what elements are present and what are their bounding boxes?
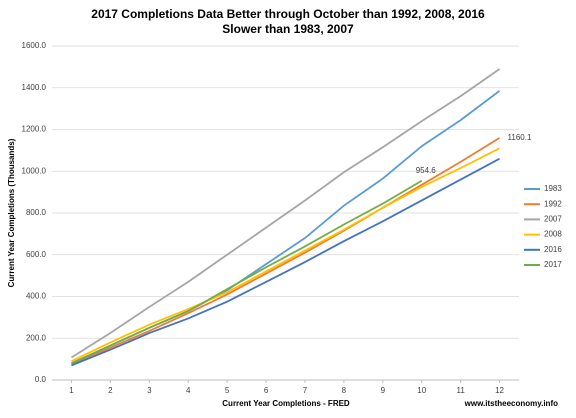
chart-title: 2017 Completions Data Better through Oct… [91,7,485,21]
x-tick-label: 12 [495,386,504,395]
y-tick-label: 800.0 [26,208,47,217]
x-tick-label: 8 [342,386,347,395]
series-line [71,137,501,366]
legend-label: 2008 [544,230,562,239]
x-tick-label: 10 [417,386,426,395]
x-tick-label: 4 [186,386,191,395]
legend-label: 2017 [544,260,562,269]
x-tick-label: 9 [381,386,386,395]
y-tick-label: 1400.0 [22,83,47,92]
series-line [71,147,500,363]
x-tick-label: 7 [303,386,308,395]
series-line [71,179,423,365]
legend-label: 1992 [544,199,562,208]
legend-label: 1983 [544,184,562,193]
y-tick-label: 200.0 [26,333,47,342]
x-tick-label: 3 [147,386,152,395]
series-line [70,68,501,359]
y-tick-label: 400.0 [26,292,47,301]
y-tick-label: 1200.0 [22,125,47,134]
chart-subtitle: Slower than 1983, 2007 [222,22,354,36]
series-line [71,157,500,367]
y-axis-title: Current Year Completions (Thousands) [7,138,16,287]
legend-label: 2016 [544,245,562,254]
y-tick-label: 1600.0 [22,41,47,50]
x-tick-label: 2 [108,386,113,395]
x-tick-label: 5 [225,386,230,395]
x-axis-title: Current Year Completions - FRED [222,399,350,408]
y-tick-label: 0.0 [35,375,47,384]
x-tick-label: 6 [264,386,269,395]
legend-label: 2007 [544,215,562,224]
x-tick-label: 1 [69,386,74,395]
y-tick-label: 600.0 [26,250,47,259]
y-tick-label: 1000.0 [22,166,47,175]
source: www.itstheeconomy.info [464,399,558,408]
data-label: 1160.1 [508,133,532,142]
data-label: 954.6 [416,166,437,175]
x-tick-label: 11 [456,386,465,395]
